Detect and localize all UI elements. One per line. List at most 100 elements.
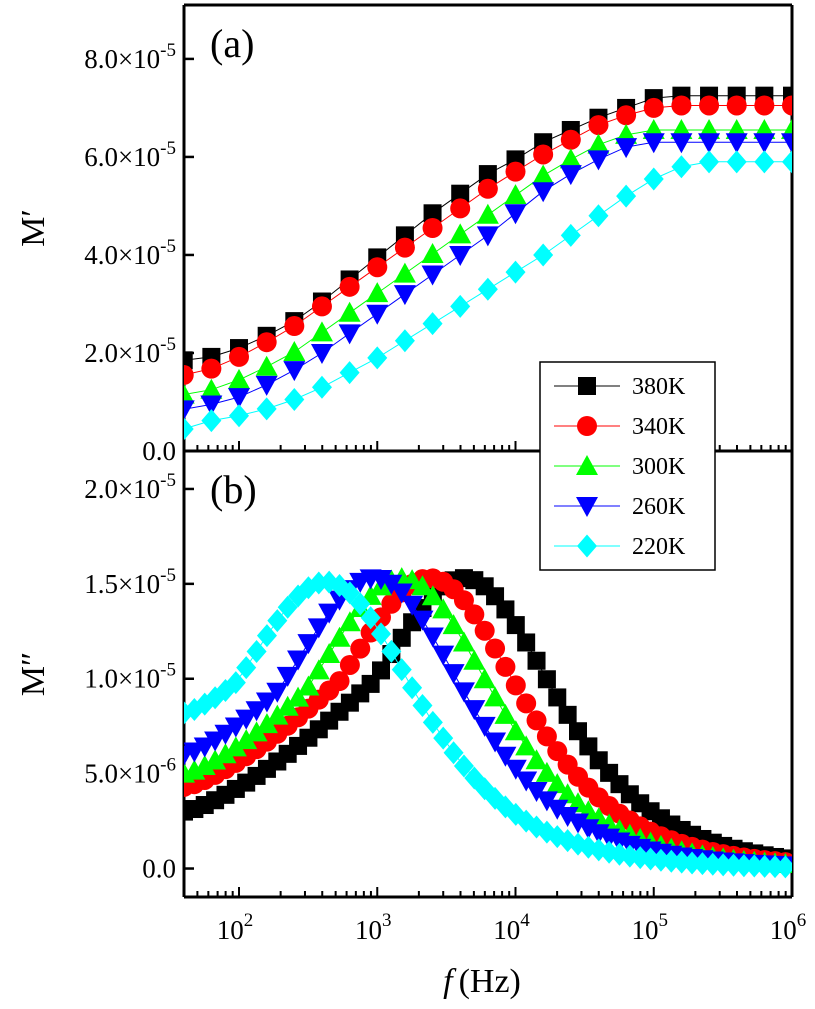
data-point-260K	[484, 732, 507, 753]
data-point-220K	[311, 375, 332, 399]
data-point-380K	[451, 184, 470, 203]
data-point-220K	[810, 150, 815, 173]
y-tick-label: 1.0×10-5	[84, 660, 176, 694]
series-layer	[184, 86, 815, 441]
data-point-340K	[229, 346, 250, 367]
data-point-220K	[394, 329, 415, 353]
data-point-340K	[394, 237, 415, 258]
data-point-380K	[496, 600, 515, 619]
data-point-220K	[643, 167, 664, 191]
series-line-340K	[184, 105, 792, 376]
y-tick-label: 2.0×10-5	[84, 470, 176, 504]
data-point-300K	[556, 783, 579, 804]
data-point-220K	[422, 312, 443, 336]
y-tick-label-base: 0.0	[142, 436, 176, 466]
y-tick-label: 4.0×10-5	[84, 236, 176, 270]
data-point-220K	[560, 223, 581, 247]
data-point-260K	[411, 610, 434, 631]
data-point-260K	[504, 204, 527, 225]
data-point-300K	[473, 668, 496, 689]
data-point-300K	[328, 626, 351, 647]
data-point-300K	[245, 721, 268, 742]
data-point-220K	[350, 592, 371, 616]
data-point-340K	[350, 638, 371, 659]
data-point-300K	[504, 184, 527, 205]
data-point-260K	[338, 324, 361, 345]
data-point-220K	[402, 676, 423, 700]
legend-label: 220K	[632, 534, 686, 560]
data-point-300K	[449, 223, 472, 244]
data-point-300K	[200, 378, 223, 399]
data-point-260K	[698, 133, 721, 154]
data-point-220K	[588, 204, 609, 228]
data-point-220K	[782, 150, 792, 174]
data-point-300K	[411, 575, 434, 596]
data-point-260K	[577, 819, 600, 840]
data-point-260K	[266, 682, 289, 703]
data-point-340K	[453, 590, 474, 611]
data-point-260K	[587, 150, 610, 171]
data-point-340K	[477, 178, 498, 199]
data-point-380K	[392, 628, 411, 647]
y-tick-label-exponent: -5	[160, 236, 176, 257]
data-point-380K	[506, 616, 525, 635]
data-point-300K	[338, 301, 361, 322]
data-point-220K	[184, 417, 194, 441]
data-point-380K	[811, 87, 815, 105]
data-point-220K	[256, 397, 277, 421]
data-point-380K	[184, 351, 193, 370]
legend-marker	[578, 377, 596, 395]
data-point-260K	[421, 265, 444, 286]
data-point-380K	[478, 165, 497, 184]
data-point-300K	[193, 755, 216, 776]
data-point-260K	[245, 701, 268, 722]
data-point-220K	[412, 694, 433, 718]
data-point-260K	[421, 627, 444, 648]
panel-label: (a)	[210, 21, 254, 66]
data-point-260K	[452, 682, 475, 703]
data-point-380K	[783, 86, 792, 105]
legend-marker	[576, 455, 598, 475]
data-point-340K	[422, 218, 443, 238]
data-point-260K	[204, 731, 227, 752]
y-tick-label-exponent: -5	[160, 565, 176, 586]
data-point-260K	[283, 361, 306, 382]
series-line-220K	[184, 161, 792, 430]
data-point-340K	[560, 129, 581, 150]
data-point-260K	[642, 133, 665, 154]
data-point-260K	[297, 634, 320, 655]
legend-label: 340K	[632, 414, 686, 440]
data-point-300K	[228, 368, 251, 389]
x-axis-label-symbol: f	[443, 963, 457, 1000]
data-point-340K	[671, 95, 692, 116]
data-point-300K	[307, 659, 330, 680]
data-point-340K	[339, 276, 360, 297]
data-point-340K	[516, 693, 537, 714]
data-point-220K	[267, 609, 288, 633]
data-point-260K	[307, 618, 330, 639]
data-point-220K	[422, 710, 443, 734]
y-tick-label: 1.5×10-5	[84, 565, 176, 599]
data-point-220K	[371, 622, 392, 646]
data-point-260K	[310, 343, 333, 364]
data-point-300K	[525, 749, 548, 770]
data-point-340K	[284, 316, 305, 337]
data-point-260K	[546, 799, 569, 820]
x-tick-label-exponent: 6	[797, 910, 807, 931]
y-tick-label-base: 4.0×10	[84, 240, 160, 270]
data-point-300K	[421, 242, 444, 263]
data-point-220K	[367, 346, 388, 370]
series-line-380K	[184, 95, 792, 361]
data-point-260K	[224, 717, 247, 738]
legend-marker	[576, 497, 598, 517]
data-point-300K	[484, 686, 507, 707]
data-point-260K	[432, 645, 455, 666]
data-point-260K	[494, 746, 517, 767]
data-point-300K	[297, 675, 320, 696]
y-tick-label: 5.0×10-6	[84, 755, 176, 789]
data-point-220K	[616, 184, 637, 208]
x-tick-label-exponent: 5	[659, 910, 669, 931]
y-tick-label-base: 2.0×10	[84, 474, 160, 504]
data-point-260K	[476, 226, 499, 247]
